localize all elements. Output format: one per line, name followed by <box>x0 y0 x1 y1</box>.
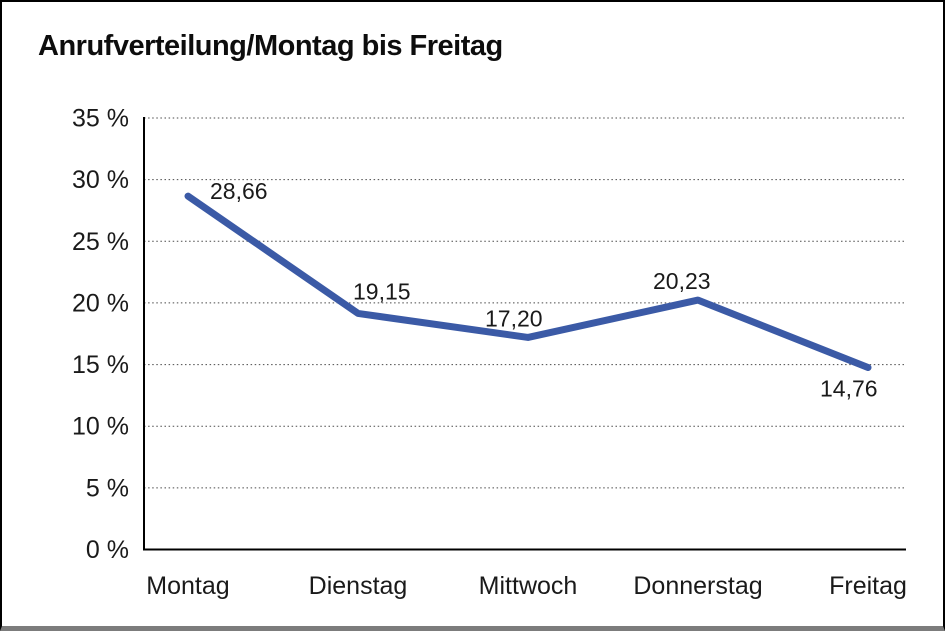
xtick-label: Donnerstag <box>633 572 762 600</box>
ytick-label: 20 % <box>72 289 129 317</box>
xtick-label: Dienstag <box>309 572 408 600</box>
ytick-label: 15 % <box>72 351 129 379</box>
data-label: 17,20 <box>485 305 543 331</box>
data-line <box>184 192 872 372</box>
xtick-label: Freitag <box>829 572 907 600</box>
ytick-label: 25 % <box>72 228 129 256</box>
data-label: 28,66 <box>210 178 268 204</box>
data-label: 14,76 <box>820 376 878 402</box>
chart-title: Anrufverteilung/Montag bis Freitag <box>38 30 503 62</box>
ytick-label: 0 % <box>86 536 129 564</box>
ytick-label: 30 % <box>72 166 129 194</box>
data-label: 19,15 <box>353 278 411 304</box>
xtick-label: Mittwoch <box>479 572 578 600</box>
ytick-label: 10 % <box>72 413 129 441</box>
ytick-label: 35 % <box>72 105 129 133</box>
ytick-label: 5 % <box>86 474 129 502</box>
xtick-label: Montag <box>146 572 229 600</box>
data-label: 20,23 <box>653 268 711 294</box>
